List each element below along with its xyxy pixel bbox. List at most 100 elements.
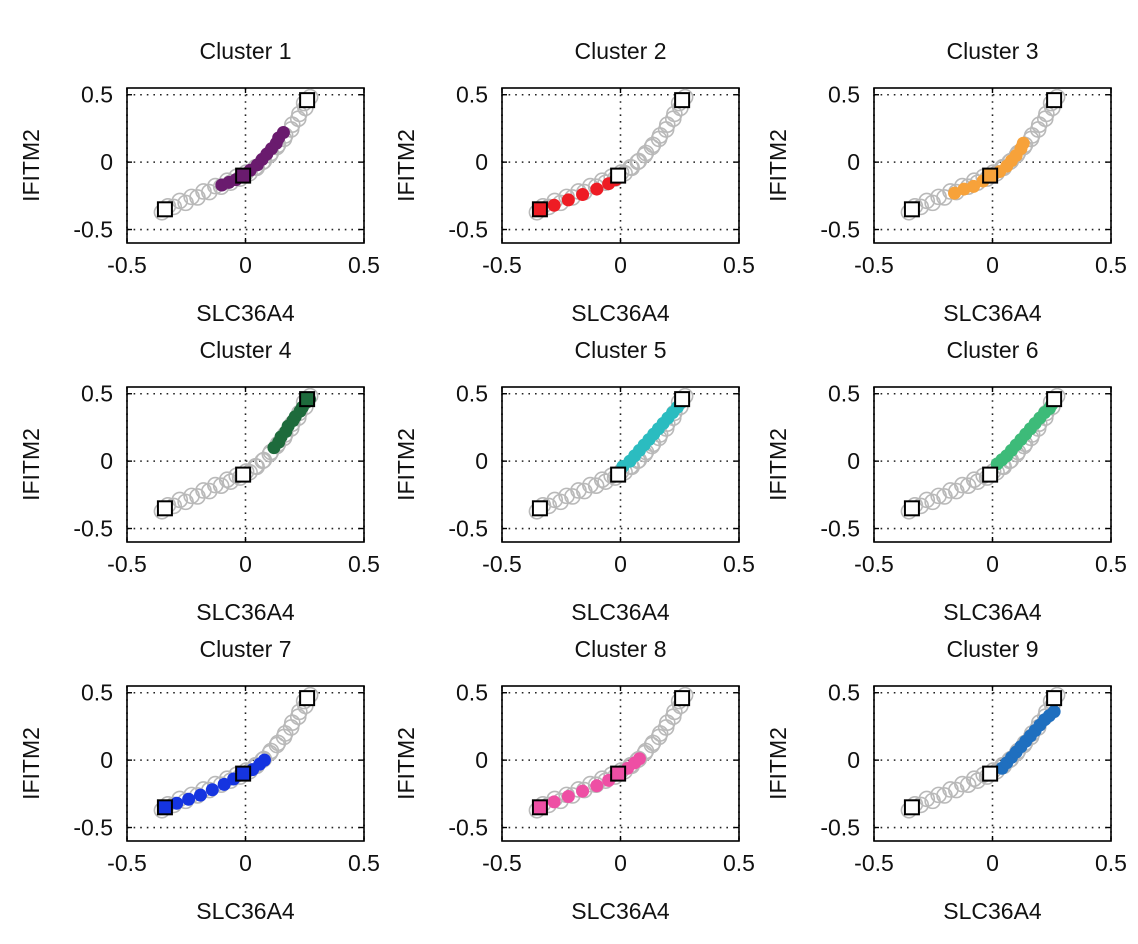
y-tick-label: 0 [100,149,113,175]
x-axis-label: SLC36A4 [196,300,295,326]
panel-cluster-5: -0.5 0 0.5 -0.5 0 0.5 Cluster 5 SLC36A4 IFITM2 [393,337,755,625]
panel-cluster-1: -0.5 0 0.5 -0.5 0 0.5 Cluster 1 SLC36A4 IFITM2 [18,38,380,326]
panel-cluster-8: -0.5 0 0.5 -0.5 0 0.5 Cluster 8 SLC36A4 IFITM2 [393,636,755,924]
y-axis-label: IFITM2 [765,129,791,202]
y-tick-label: 0.5 [456,381,488,407]
y-tick-label: 0 [847,448,860,474]
x-axis-label: SLC36A4 [943,300,1042,326]
y-tick-label: 0 [100,747,113,773]
cluster-point [182,792,196,806]
anchor-square [235,765,252,782]
x-tick-label: 0.5 [1095,850,1127,876]
x-axis-label: SLC36A4 [571,599,670,625]
anchor-square [610,466,627,483]
x-axis-label: SLC36A4 [571,898,670,924]
x-tick-label: 0.5 [348,252,380,278]
anchor-square [531,500,548,517]
trajectory-point [218,471,236,488]
trajectory-point [965,471,983,488]
trajectory-point [959,776,977,793]
panel-cluster-4: -0.5 0 0.5 -0.5 0 0.5 Cluster 4 SLC36A4 IFITM2 [18,337,380,625]
panel-cluster-2: -0.5 0 0.5 -0.5 0 0.5 Cluster 2 SLC36A4 IFITM2 [393,38,755,326]
trajectory-point [212,477,230,494]
x-tick-label: 0 [614,551,627,577]
anchor-square [903,201,920,218]
x-axis-label: SLC36A4 [571,300,670,326]
anchor-square [531,201,548,218]
anchor-square [531,799,548,816]
anchor-square [982,167,999,184]
x-axis-label: SLC36A4 [943,599,1042,625]
panel-title: Cluster 2 [574,38,666,64]
y-tick-label: -0.5 [73,516,113,542]
cluster-point [561,790,575,804]
y-axis-label: IFITM2 [18,727,44,800]
trajectory-point [918,790,936,808]
cluster-point [547,795,561,809]
y-tick-label: -0.5 [820,516,860,542]
panel-title: Cluster 1 [199,38,291,64]
panel-title: Cluster 4 [199,337,291,363]
y-tick-label: 0 [100,448,113,474]
cluster-point [1047,705,1061,719]
y-tick-label: 0 [475,747,488,773]
y-tick-label: -0.5 [73,815,113,841]
y-tick-label: 0.5 [828,82,860,108]
x-axis-label: SLC36A4 [196,898,295,924]
anchor-square [674,391,691,408]
y-axis-label: IFITM2 [765,428,791,501]
anchor-square [903,500,920,517]
y-tick-label: 0.5 [81,381,113,407]
y-tick-label: -0.5 [448,217,488,243]
cluster-point [547,198,561,212]
anchor-square [156,500,173,517]
y-tick-label: 0.5 [81,680,113,706]
y-tick-label: -0.5 [73,217,113,243]
trajectory-point [171,491,189,509]
trajectory-point [965,770,983,787]
y-axis-label: IFITM2 [393,428,419,501]
panel-title: Cluster 8 [574,636,666,662]
x-tick-label: 0 [239,850,252,876]
trajectory-point [959,477,977,494]
anchor-square [982,466,999,483]
trajectory-point [918,491,936,509]
y-axis-label: IFITM2 [393,727,419,800]
x-tick-label: -0.5 [854,850,894,876]
x-tick-label: 0 [986,252,999,278]
cluster-point [632,752,646,766]
anchor-square [1046,92,1063,109]
cluster-point [967,179,981,193]
cluster-point [276,125,290,139]
y-tick-label: -0.5 [820,815,860,841]
x-tick-label: -0.5 [482,850,522,876]
y-tick-label: 0 [475,149,488,175]
anchor-square [982,765,999,782]
anchor-square [299,92,316,109]
panel-cluster-3: -0.5 0 0.5 -0.5 0 0.5 Cluster 3 SLC36A4 IFITM2 [765,38,1127,326]
cluster-point [590,779,604,793]
anchor-square [674,92,691,109]
x-tick-label: -0.5 [482,252,522,278]
anchor-square [903,799,920,816]
cluster-point [193,788,207,802]
panel-cluster-9: -0.5 0 0.5 -0.5 0 0.5 Cluster 9 SLC36A4 IFITM2 [765,636,1127,924]
anchor-square [610,765,627,782]
x-tick-label: 0.5 [723,252,755,278]
y-axis-label: IFITM2 [393,129,419,202]
x-tick-label: 0 [239,551,252,577]
cluster-point [576,187,590,201]
panel-title: Cluster 6 [946,337,1038,363]
cluster-point [1016,136,1030,150]
cluster-point [217,777,231,791]
x-tick-label: -0.5 [107,850,147,876]
x-tick-label: -0.5 [854,252,894,278]
anchor-square [235,466,252,483]
y-tick-label: 0.5 [456,82,488,108]
cluster-point [170,796,184,810]
y-tick-label: 0 [475,448,488,474]
y-tick-label: 0 [847,747,860,773]
trajectory-point [593,471,611,488]
panel-title: Cluster 5 [574,337,666,363]
